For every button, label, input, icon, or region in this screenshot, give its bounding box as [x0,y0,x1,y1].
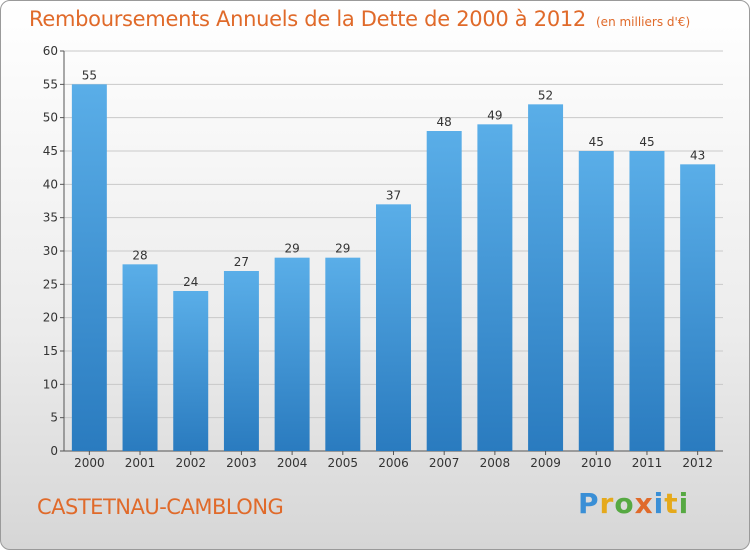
data-label-2005: 29 [335,242,350,256]
y-tick-label: 5 [50,411,58,425]
bar-2011 [629,151,665,451]
x-tick-label-2012: 2012 [682,456,713,470]
x-tick-label-2009: 2009 [530,456,561,470]
bar-2000 [71,84,107,451]
y-tick-label: 45 [43,144,58,158]
y-tick-label: 30 [43,244,58,258]
data-label-2011: 45 [639,135,654,149]
bar-2009 [528,104,564,451]
x-tick-label-2002: 2002 [175,456,206,470]
data-label-2007: 48 [437,115,452,129]
data-label-2008: 49 [487,108,502,122]
y-tick-label: 25 [43,277,58,291]
x-tick-label-2008: 2008 [480,456,511,470]
data-label-2010: 45 [589,135,604,149]
x-tick-label-2011: 2011 [632,456,663,470]
data-label-2004: 29 [284,242,299,256]
y-tick-label: 0 [50,444,58,458]
bar-2003 [223,271,259,451]
y-tick-label: 55 [43,77,58,91]
bar-2001 [122,264,158,451]
y-tick-label: 15 [43,344,58,358]
chart-subtitle: (en milliers d'€) [596,15,691,29]
x-tick-label-2006: 2006 [378,456,409,470]
chart-title: Remboursements Annuels de la Dette de 20… [29,7,690,31]
y-tick-label: 50 [43,111,58,125]
bar-2007 [426,131,462,451]
data-label-2000: 55 [82,68,97,82]
x-tick-label-2001: 2001 [125,456,156,470]
axes: 0 5 10 15 20 25 30 35 40 45 50 55 60 2000 2001 2002 2003… [43,44,723,470]
bars [71,84,716,452]
x-tick-label-2003: 2003 [226,456,257,470]
chart-title-text: Remboursements Annuels de la Dette de 20… [29,7,586,31]
y-tick-label: 60 [43,44,58,58]
x-tick-label-2007: 2007 [429,456,460,470]
x-tick-label-2004: 2004 [277,456,308,470]
data-label-2006: 37 [386,188,401,202]
bar-2010 [578,151,614,451]
data-label-2009: 52 [538,88,553,102]
y-tick-label: 40 [43,177,58,191]
data-label-2012: 43 [690,148,705,162]
proxiti-logo: Proxiti [578,487,690,520]
y-tick-label: 35 [43,211,58,225]
data-label-2001: 28 [132,248,147,262]
bar-2006 [376,204,411,451]
x-tick-label-2000: 2000 [74,456,105,470]
x-tick-label-2005: 2005 [328,456,359,470]
bar-2008 [477,124,513,451]
bar-2004 [274,257,310,451]
bar-2012 [680,164,716,452]
data-label-2003: 27 [234,255,249,269]
bar-2005 [325,257,361,451]
data-label-2002: 24 [183,275,198,289]
y-tick-label: 20 [43,311,58,325]
data-labels: 55 28 24 27 29 29 37 48 49 52 45 45 43 [82,68,706,289]
y-tick-label: 10 [43,377,58,391]
city-name: CASTETNAU-CAMBLONG [37,495,284,519]
x-tick-label-2010: 2010 [581,456,612,470]
bar-2002 [173,291,209,451]
